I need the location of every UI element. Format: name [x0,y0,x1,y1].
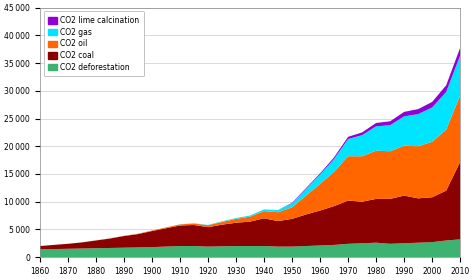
Legend: CO2 lime calcination, CO2 gas, CO2 oil, CO2 coal, CO2 deforestation: CO2 lime calcination, CO2 gas, CO2 oil, … [44,11,144,76]
